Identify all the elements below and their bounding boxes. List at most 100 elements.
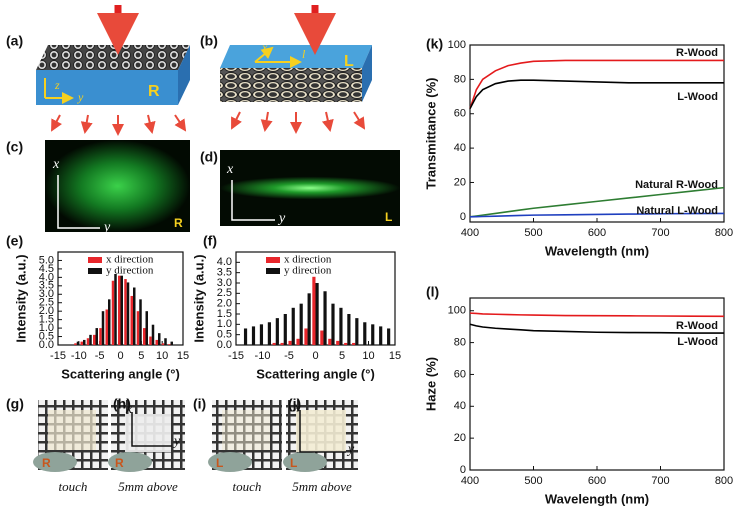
y-tick-label: 1.5 (39, 314, 54, 326)
bar (133, 287, 136, 345)
bar (363, 322, 367, 345)
x-tick-label: 600 (588, 227, 606, 239)
bar (93, 334, 96, 345)
bar (76, 341, 80, 345)
y-tick-label: 1.0 (217, 318, 232, 330)
bar (130, 295, 133, 345)
axis-letter: x (52, 157, 60, 172)
axis-arrows (57, 175, 100, 229)
panel-label: (i) (193, 396, 206, 412)
bar (124, 279, 127, 345)
photos (33, 400, 358, 472)
bar (143, 328, 146, 345)
panel-label: (l) (426, 284, 439, 300)
axis-letter: x (125, 402, 133, 417)
x-tick-label: 15 (177, 350, 189, 362)
bar (149, 336, 152, 345)
y-tick-label: 20 (454, 432, 466, 444)
bar (105, 309, 108, 345)
line (469, 59, 724, 109)
axis-letter: x (293, 400, 301, 415)
axis-letter: y (172, 434, 181, 449)
bar (83, 339, 86, 345)
wood-block-l (220, 5, 372, 134)
sample-marker: R (42, 456, 51, 470)
bar (299, 303, 303, 345)
bar (126, 282, 130, 345)
bar (99, 328, 102, 345)
bar (151, 324, 155, 345)
x-tick-label: 10 (156, 350, 168, 362)
panel-label: (h) (113, 396, 131, 412)
scatter-image (45, 140, 190, 232)
y-tick-label: 20 (454, 176, 466, 188)
panel-label: (c) (6, 139, 23, 155)
legend-swatch (266, 268, 280, 274)
y-tick-label: 80 (454, 336, 466, 348)
caption: 5mm above (292, 479, 352, 494)
series-label: R-Wood (676, 320, 718, 332)
x-axis-label: Scattering angle (°) (256, 366, 375, 381)
y-tick-label: 60 (454, 368, 466, 380)
bar (164, 338, 167, 345)
x-axis-label: Scattering angle (°) (61, 366, 180, 381)
panel-label: (a) (6, 33, 23, 49)
bar (118, 275, 121, 345)
scatter-image (220, 150, 400, 226)
sample-marker: R (148, 83, 160, 100)
panel-label: (j) (288, 396, 301, 412)
bar (267, 322, 271, 345)
x-tick-label: 800 (715, 227, 733, 239)
y-tick-label: 40 (454, 142, 466, 154)
bar (304, 328, 308, 345)
x-tick-label: -10 (255, 350, 271, 362)
axis-letter: x (261, 40, 268, 54)
y-tick-label: 0.5 (217, 329, 232, 341)
bar (355, 318, 359, 345)
legend-swatch (88, 268, 102, 274)
series-label: L-Wood (677, 91, 718, 103)
y-axis-label: Intensity (a.u.) (191, 254, 206, 342)
y-tick-label: 3.0 (39, 288, 54, 300)
x-tick-label: 10 (362, 350, 374, 362)
series-label: Natural R-Wood (635, 179, 718, 191)
sample-marker: L (385, 210, 392, 224)
y-tick-label: 100 (448, 305, 466, 317)
bar (120, 275, 123, 345)
y-axis-label: Haze (%) (423, 357, 438, 411)
panel-label: (d) (200, 149, 218, 165)
bar (331, 303, 335, 345)
x-tick-label: 800 (715, 475, 733, 487)
bar (145, 311, 148, 345)
bar (280, 342, 284, 345)
axis-letter: y (102, 220, 111, 235)
sample-marker: R (115, 456, 124, 470)
legend-label: x direction (106, 254, 154, 266)
legend-label: y direction (106, 265, 154, 277)
bar (275, 318, 279, 345)
legend-swatch (266, 257, 280, 263)
bar (136, 311, 140, 345)
y-tick-label: 0.0 (217, 339, 232, 351)
x-tick-label: 400 (461, 475, 479, 487)
panel-label: (b) (200, 33, 218, 49)
legend-label: y direction (284, 265, 332, 277)
bar (347, 314, 351, 345)
bar (296, 338, 300, 345)
y-tick-label: 2.5 (217, 287, 232, 299)
bar (101, 311, 105, 345)
legend-swatch (88, 257, 102, 263)
bar (320, 330, 324, 345)
panel-label: (f) (203, 233, 217, 249)
y-tick-label: 3.5 (39, 280, 54, 292)
axis-letter: z (54, 78, 60, 92)
axis-arrows (231, 180, 275, 221)
series-label: L-Wood (677, 336, 718, 348)
bar (158, 333, 161, 345)
bar (155, 339, 158, 345)
x-tick-label: 15 (389, 350, 401, 362)
caption: touch (233, 479, 262, 494)
y-tick-label: 100 (448, 39, 466, 51)
sample-marker: L (290, 456, 297, 470)
x-tick-label: 700 (651, 475, 669, 487)
